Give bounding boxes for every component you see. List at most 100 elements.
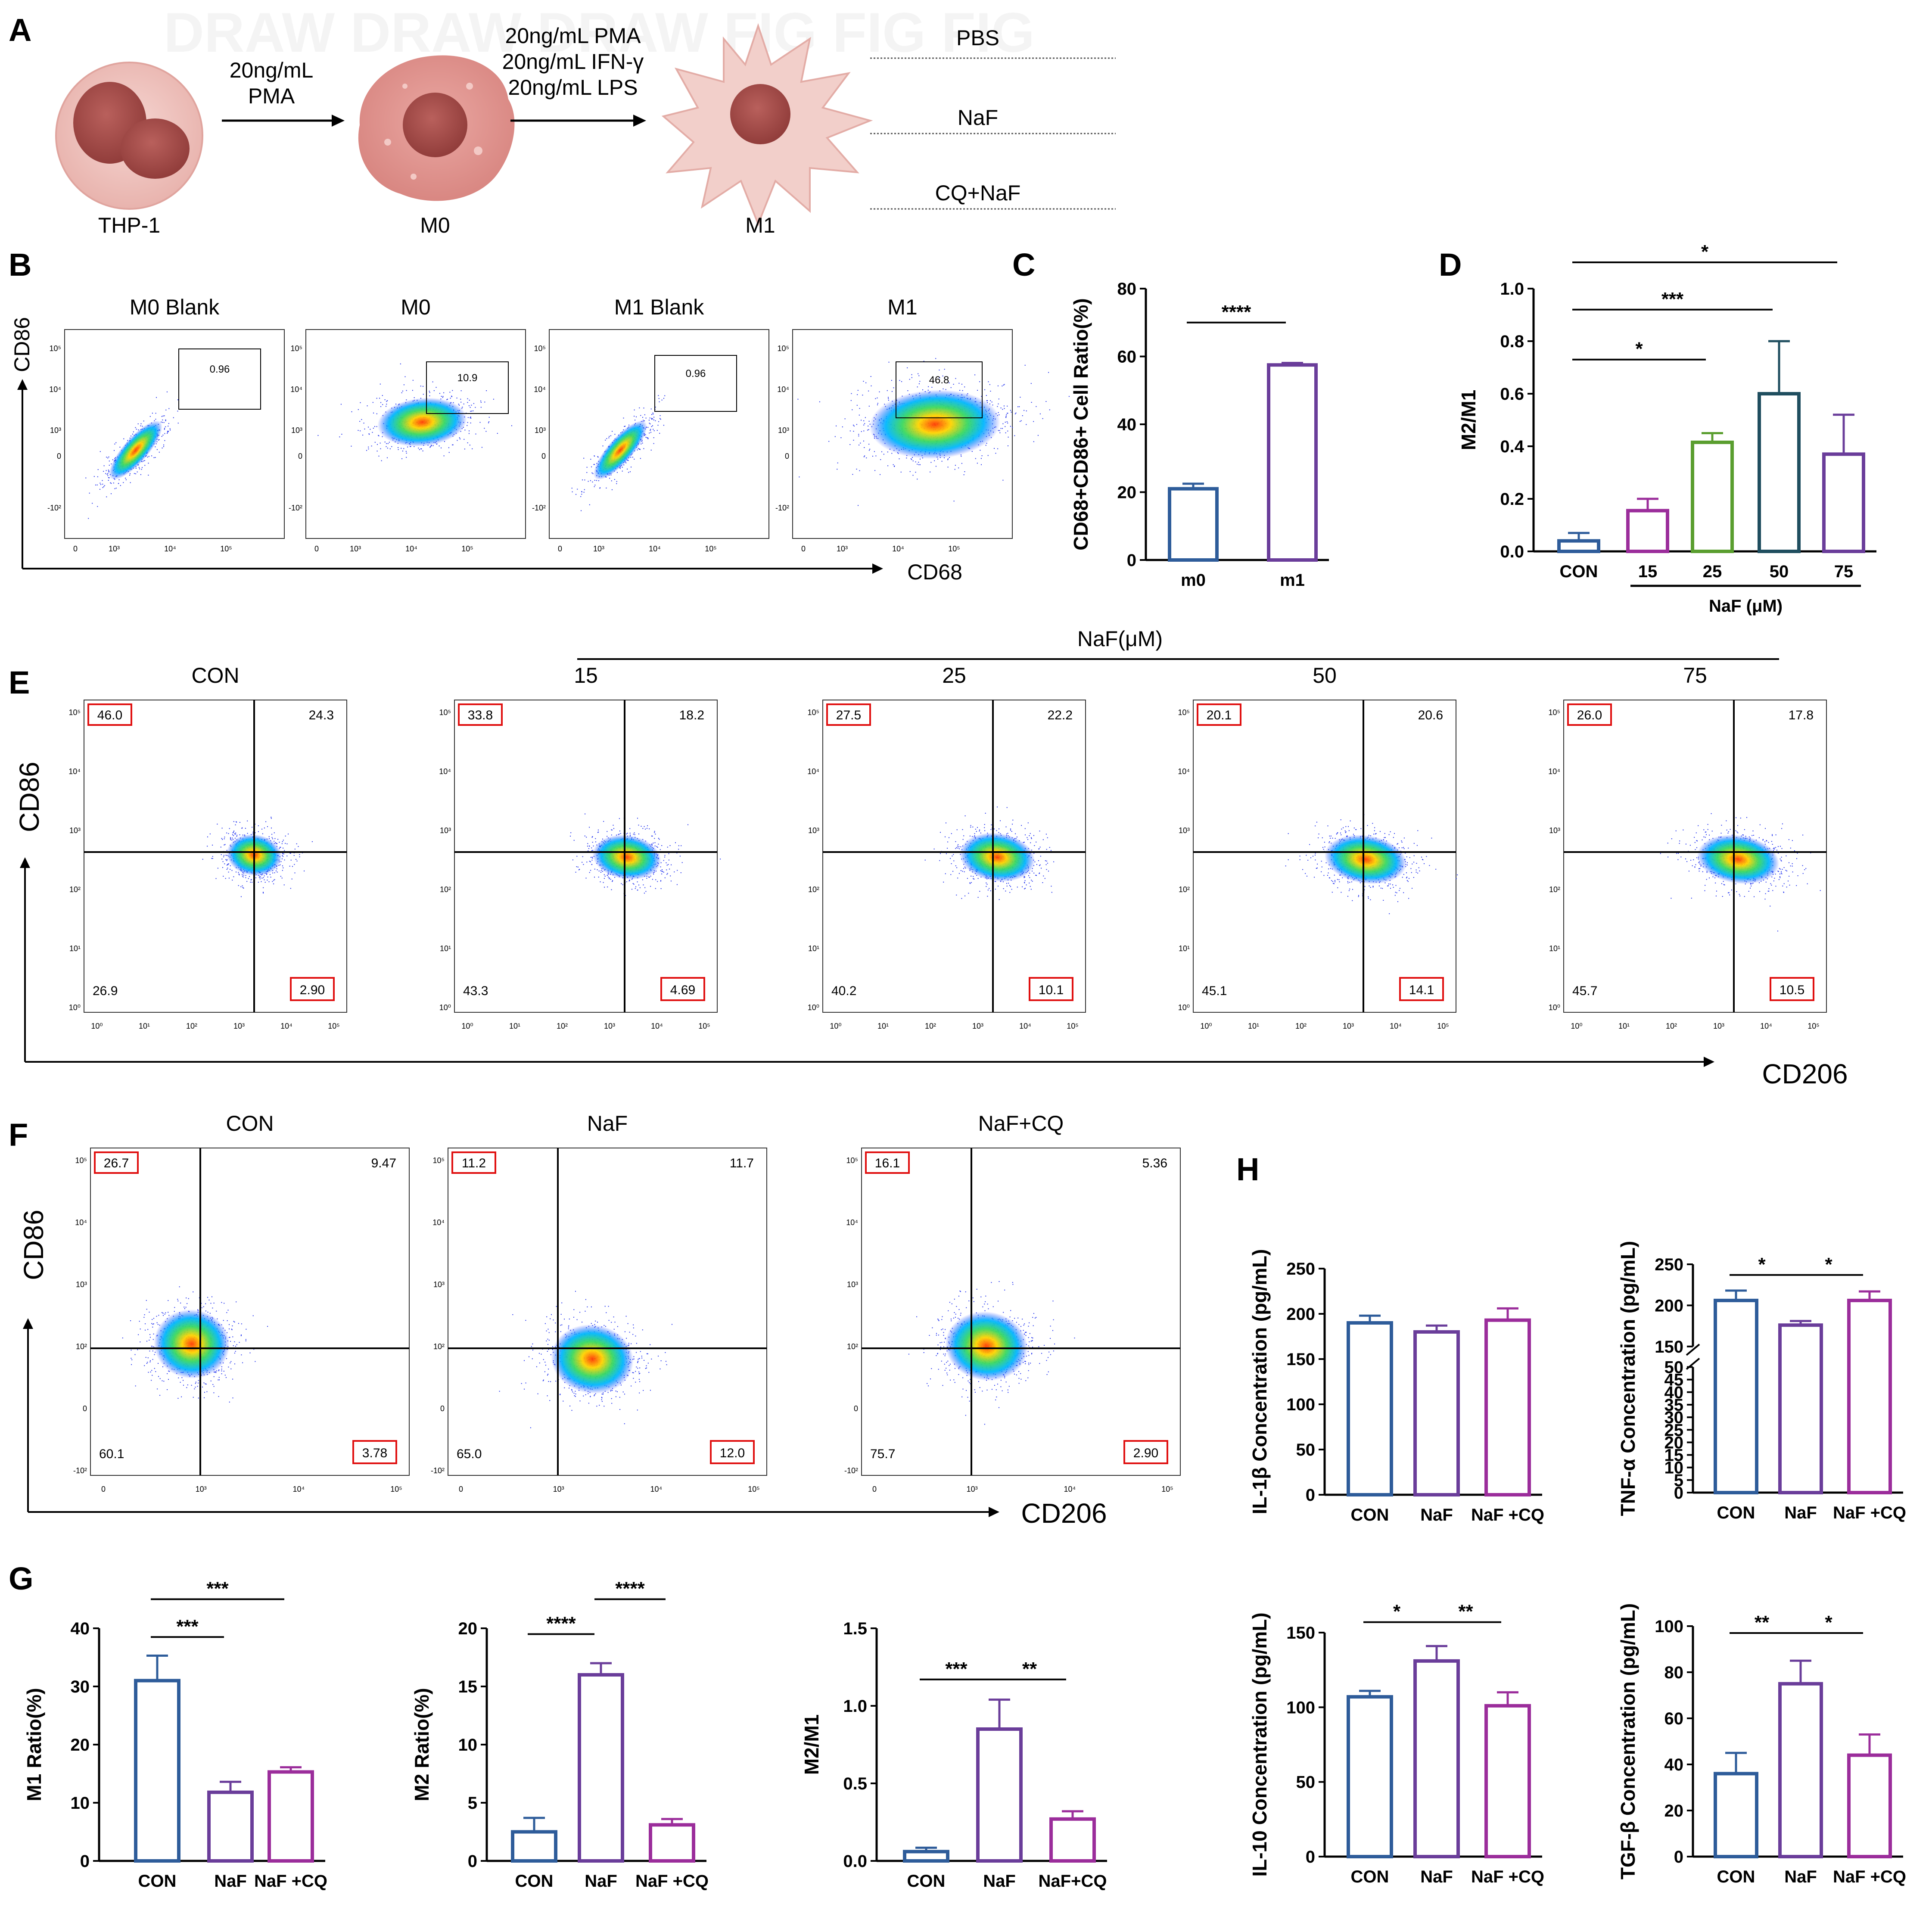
cell-label-m0: M0 xyxy=(420,213,450,237)
x-tick-label: NaF xyxy=(214,1872,247,1891)
bar xyxy=(903,1850,949,1863)
f-plot-frame xyxy=(448,1148,767,1476)
y-tick-label: 25 xyxy=(1664,1421,1684,1440)
y-tick-label: 5 xyxy=(468,1794,477,1813)
f-ytick: 10⁵ xyxy=(75,1156,87,1165)
panel-letter-a: A xyxy=(9,12,31,48)
x-tick-label: NaF +CQ xyxy=(635,1872,709,1891)
f-plot-1: CON 10⁵ 10⁴ 10³ 10² 0 -10² 0 10³ 10⁴ 10⁵ 26.7 9.47 60… xyxy=(73,1111,410,1493)
y-tick-label: 0 xyxy=(468,1852,477,1871)
f-ll-value: 65.0 xyxy=(457,1447,482,1461)
f-xtick: 10³ xyxy=(196,1485,207,1493)
f-xtick: 0 xyxy=(872,1485,877,1493)
arrowhead-step2 xyxy=(633,115,646,127)
b-xtick: 10⁵ xyxy=(705,544,716,553)
e-y-arrowhead xyxy=(20,857,30,868)
e-ytick: 10³ xyxy=(440,826,451,835)
e-ytick: 10⁵ xyxy=(1178,708,1190,717)
sig-label: *** xyxy=(206,1578,229,1599)
b-xlabel: CD68 xyxy=(907,560,962,584)
e-ytick: 10¹ xyxy=(1549,944,1560,953)
bar xyxy=(1691,440,1734,553)
x-tick-label: NaF xyxy=(983,1872,1016,1891)
e-ul-box xyxy=(458,703,503,726)
f-xtick: 10⁴ xyxy=(1064,1485,1076,1493)
f-ul-value: 26.7 xyxy=(104,1156,129,1170)
f-plot-title: NaF+CQ xyxy=(978,1111,1064,1135)
e-xtick: 10⁰ xyxy=(830,1022,841,1030)
bar xyxy=(1267,363,1318,562)
e-ytick: 10² xyxy=(808,885,819,894)
e-plot-title: 75 xyxy=(1683,663,1707,688)
y-tick-label: 0.8 xyxy=(1500,332,1524,351)
f-plot-title: NaF xyxy=(587,1111,628,1135)
b-gate xyxy=(654,355,737,412)
f-ytick: 10⁵ xyxy=(846,1156,858,1165)
x-tick-label: CON xyxy=(1351,1506,1389,1524)
b-cloud-density xyxy=(869,389,1000,459)
y-axis-label: M1 Ratio(%) xyxy=(23,1688,45,1801)
x-tick-label: CON xyxy=(1560,562,1598,581)
b-ytick: 10³ xyxy=(778,426,789,435)
e-ytick: 10⁵ xyxy=(1549,708,1560,717)
b-ytick: -10² xyxy=(47,504,61,512)
y-tick-label: 100 xyxy=(1655,1617,1683,1636)
y-tick-label: 0.2 xyxy=(1500,490,1524,509)
group-label: NaF (μM) xyxy=(1709,597,1783,616)
e-ytick: 10⁴ xyxy=(1178,767,1190,776)
e-ytick: 10⁰ xyxy=(69,1003,81,1012)
f-ul-box xyxy=(865,1151,910,1174)
e-plot-title: 50 xyxy=(1313,663,1337,688)
f-lr-box xyxy=(710,1440,755,1464)
sig-label: * xyxy=(1825,1254,1832,1275)
e-cloud-dots xyxy=(570,813,721,896)
y-tick-label: 60 xyxy=(1117,348,1137,367)
panel-f-flow: F CD86 CD206 CON 10⁵ 10⁴ 10³ 10² 0 -10² 0 10³ 10⁴… xyxy=(9,1111,1181,1529)
x-tick-label: NaF+CQ xyxy=(1039,1872,1107,1891)
x-tick-label: NaF +CQ xyxy=(1471,1867,1544,1886)
b-ytick: 0 xyxy=(57,452,61,460)
f-ur-value: 11.7 xyxy=(730,1156,754,1170)
bar xyxy=(1049,1817,1096,1863)
f-plot-title: CON xyxy=(226,1111,274,1135)
f-ytick: -10² xyxy=(431,1466,445,1475)
y-tick-label: 200 xyxy=(1286,1305,1315,1324)
y-tick-label: 0.0 xyxy=(843,1852,867,1871)
y-tick-label: 100 xyxy=(1286,1395,1315,1414)
f-x-arrowhead xyxy=(989,1507,999,1517)
f-cloud-density xyxy=(551,1324,634,1394)
x-tick-label: CON xyxy=(515,1872,554,1891)
treatment-naf: NaF xyxy=(958,106,998,130)
y-tick-label: 20 xyxy=(458,1619,478,1638)
sig-label: *** xyxy=(945,1658,968,1680)
e-ytick: 10¹ xyxy=(69,944,81,953)
y-tick-label: 1.5 xyxy=(843,1619,867,1638)
x-tick-label: NaF xyxy=(1420,1867,1453,1886)
b-ytick: 0 xyxy=(785,452,789,460)
f-ytick: 0 xyxy=(83,1404,87,1413)
b-ylabel: CD86 xyxy=(10,317,34,372)
f-lr-box xyxy=(1123,1440,1168,1464)
sig-label: **** xyxy=(615,1578,645,1599)
bar xyxy=(1484,1704,1531,1859)
sig-label: * xyxy=(1825,1612,1832,1633)
e-xtick: 10⁵ xyxy=(698,1022,710,1030)
e-ul-value: 26.0 xyxy=(1577,708,1602,722)
e-ur-value: 18.2 xyxy=(679,708,704,722)
e-ll-value: 40.2 xyxy=(831,984,856,998)
e-xtick: 10² xyxy=(925,1022,936,1030)
f-ll-value: 75.7 xyxy=(870,1447,895,1461)
y-tick-label: 20 xyxy=(1117,483,1137,502)
e-plot-frame xyxy=(84,700,347,1013)
y-tick-label: 0 xyxy=(80,1852,90,1871)
bar xyxy=(1822,452,1865,554)
e-ll-value: 43.3 xyxy=(463,984,488,998)
panel-letter-g: G xyxy=(9,1561,34,1596)
bar xyxy=(1714,1298,1758,1494)
chart-h1: 0 50 100 150 200 250 IL-1β Concentration (pg/m… xyxy=(1248,1249,1544,1524)
b-xtick: 0 xyxy=(73,544,78,553)
y-tick-label: 60 xyxy=(1664,1709,1684,1728)
bar xyxy=(1168,487,1219,562)
b-plot-3: M1 Blank 10⁵ 10⁴ 10³ 0 -10² 0 10³ 10⁴ 10⁵ 0.96 xyxy=(532,295,769,553)
e-xtick: 10¹ xyxy=(1248,1022,1259,1030)
